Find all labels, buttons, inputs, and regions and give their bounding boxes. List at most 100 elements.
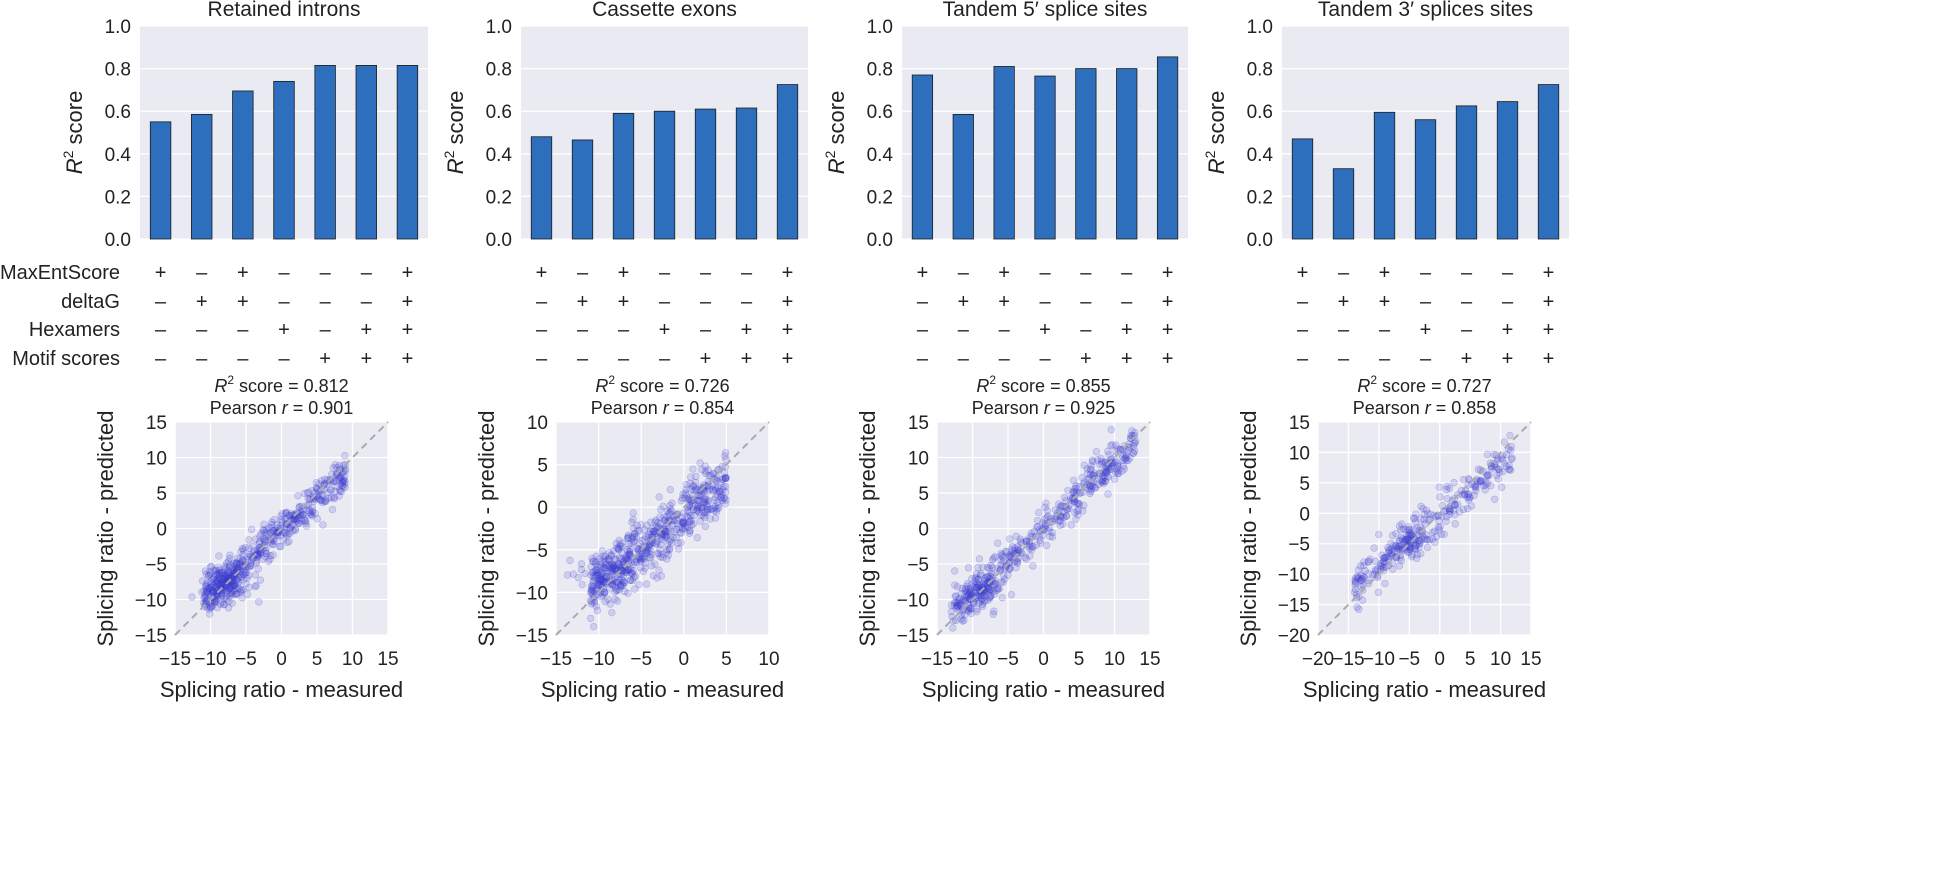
scatter-point [703, 502, 712, 511]
scatter-point [600, 589, 609, 597]
scatter-point [202, 580, 210, 589]
scatter-point [312, 478, 321, 487]
scatter-point [201, 567, 210, 575]
scatter-xtick-label: −5 [630, 649, 652, 670]
scatter-ytick-label: 5 [156, 484, 167, 505]
scatter-point [701, 494, 709, 503]
scatter-point [331, 461, 340, 469]
scatter-point [307, 510, 316, 519]
scatter-point [1004, 571, 1012, 579]
scatter-point [652, 523, 660, 531]
scatter-point [203, 585, 211, 593]
scatter-point [606, 600, 615, 608]
scatter-point [636, 556, 645, 564]
scatter-point [1087, 466, 1095, 474]
scatter-point [239, 546, 247, 554]
scatter-point [225, 569, 233, 577]
scatter-point [223, 586, 231, 595]
scatter-point [262, 549, 270, 558]
scatter-point [666, 505, 675, 513]
scatter-point [220, 594, 229, 602]
scatter-point [1507, 455, 1516, 463]
scatter-point [208, 602, 217, 610]
scatter-point [652, 539, 661, 548]
scatter-point [592, 565, 600, 574]
scatter-point [990, 607, 998, 615]
pearson-stat: Pearson r = 0.925 [972, 398, 1116, 418]
scatter-point [985, 564, 993, 573]
scatter-point [337, 480, 345, 488]
plus-sign: + [1502, 319, 1514, 341]
scatter-point [1018, 549, 1026, 557]
scatter-point [203, 589, 211, 597]
scatter-point [215, 552, 223, 560]
scatter-point [217, 579, 226, 588]
scatter-point [239, 585, 247, 594]
scatter-point [233, 560, 241, 568]
scatter-point [614, 544, 622, 552]
scatter-point [251, 571, 260, 579]
scatter-point [262, 553, 270, 561]
plus-sign: + [782, 319, 794, 341]
scatter-point [695, 496, 703, 505]
scatter-point [1007, 590, 1016, 599]
scatter-point [229, 590, 237, 599]
plus-sign: + [1543, 348, 1555, 370]
minus-sign: – [1121, 262, 1133, 284]
scatter-point [666, 537, 674, 546]
scatter-point [217, 569, 226, 577]
scatter-point [949, 624, 957, 632]
scatter-point [682, 485, 690, 493]
scatter-point [205, 571, 213, 580]
bar-ytick-label: 1.0 [867, 17, 893, 38]
scatter-point [234, 573, 242, 581]
scatter-point [203, 588, 212, 596]
scatter-point [203, 578, 211, 587]
plus-sign: + [1162, 319, 1174, 341]
scatter-ytick-label: 0 [918, 520, 929, 541]
scatter-point [647, 533, 656, 542]
scatter-point [215, 572, 223, 581]
scatter-point [657, 531, 666, 539]
scatter-point [664, 540, 672, 548]
scatter-point [234, 578, 243, 586]
scatter-point [281, 529, 290, 537]
scatter-point [289, 527, 297, 535]
scatter-point [200, 587, 208, 595]
minus-sign: – [917, 348, 929, 370]
scatter-point [600, 555, 608, 563]
scatter-point [214, 579, 222, 588]
scatter-point [592, 585, 601, 594]
scatter-point [615, 545, 623, 554]
scatter-point [1026, 552, 1034, 560]
scatter-point [215, 569, 224, 577]
scatter-point [633, 555, 641, 564]
scatter-point [712, 508, 721, 516]
scatter-point [682, 480, 691, 489]
scatter-point [691, 501, 699, 509]
scatter-point [1483, 450, 1492, 459]
bar-3 [993, 66, 1015, 240]
scatter-point [651, 527, 659, 535]
scatter-point [635, 553, 644, 561]
scatter-point [717, 479, 725, 487]
scatter-point [275, 542, 284, 551]
scatter-point [1018, 539, 1026, 547]
scatter-point [661, 530, 669, 539]
scatter-point [236, 588, 245, 597]
scatter-point [238, 557, 246, 566]
scatter-point [722, 474, 731, 482]
scatter-point [667, 528, 675, 536]
scatter-point [232, 576, 241, 584]
scatter-point [681, 489, 689, 497]
scatter-point [1435, 483, 1444, 491]
scatter-point [668, 539, 676, 547]
scatter-point [611, 555, 620, 564]
scatter-point [210, 599, 219, 607]
scatter-point [297, 517, 306, 525]
scatter-point [609, 547, 618, 555]
scatter-point [246, 559, 255, 568]
scatter-point [203, 603, 212, 612]
scatter-point [202, 583, 210, 591]
scatter-point [644, 533, 653, 542]
